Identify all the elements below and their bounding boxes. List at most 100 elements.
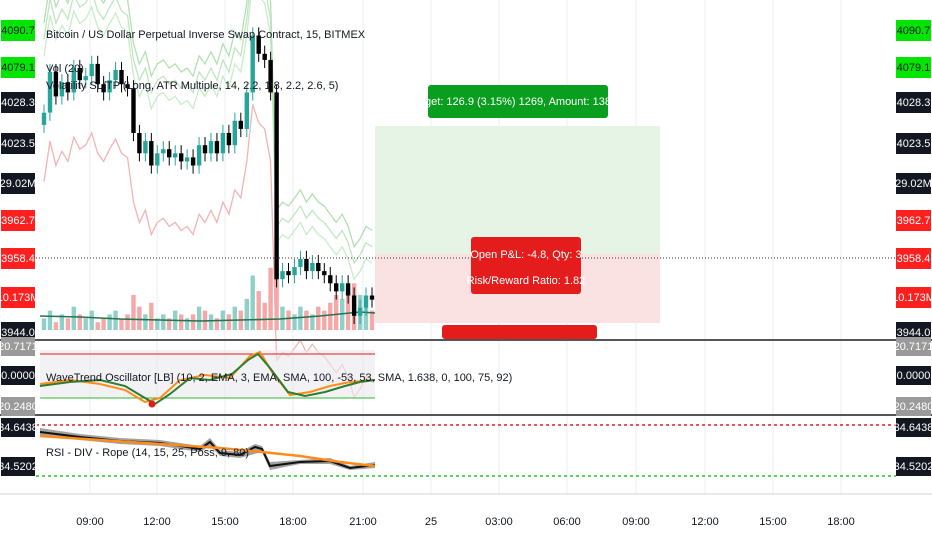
volume-bar-0 bbox=[41, 318, 47, 330]
candle-44 bbox=[304, 250, 309, 280]
volume-bar-3 bbox=[59, 314, 65, 330]
volume-bar-2 bbox=[53, 322, 59, 330]
volume-bar-11 bbox=[107, 314, 112, 330]
volume-bar-1 bbox=[47, 310, 53, 330]
candle-13 bbox=[119, 61, 124, 93]
candle-12 bbox=[113, 61, 118, 89]
volume-bar-34 bbox=[244, 298, 249, 330]
candle-19 bbox=[155, 145, 160, 174]
candle-46 bbox=[316, 254, 321, 280]
candle-0 bbox=[41, 104, 47, 133]
time-tick-9: 12:00 bbox=[691, 516, 719, 528]
volume-bar-8 bbox=[89, 310, 94, 330]
volume-bar-47 bbox=[322, 310, 327, 330]
time-tick-3: 18:00 bbox=[279, 516, 307, 528]
time-tick-0: 09:00 bbox=[76, 516, 104, 528]
wavetrend-right-tag-2: 20.2480 bbox=[894, 397, 932, 416]
candle-36 bbox=[256, 27, 261, 62]
volume-bar-42 bbox=[292, 314, 297, 330]
svg-text:0.0000: 0.0000 bbox=[1, 370, 35, 382]
volume-bar-46 bbox=[316, 306, 321, 330]
time-tick-10: 15:00 bbox=[759, 516, 787, 528]
time-tick-4: 21:00 bbox=[349, 516, 377, 528]
svg-text:3962.7: 3962.7 bbox=[897, 215, 931, 227]
svg-text:29.02M: 29.02M bbox=[895, 178, 932, 190]
risk-reward-label: Risk/Reward Ratio: 1.82 bbox=[467, 275, 586, 287]
candle-48 bbox=[328, 267, 333, 292]
svg-text:20.2480: 20.2480 bbox=[894, 401, 932, 413]
svg-text:10.173M: 10.173M bbox=[0, 292, 39, 304]
rsi-rope-band bbox=[40, 428, 375, 470]
svg-text:4079.1: 4079.1 bbox=[1, 62, 35, 74]
rsi-orange-line bbox=[39, 434, 376, 468]
right-price-tag-1: 4079.1 bbox=[896, 57, 931, 78]
target-box[interactable]: Target: 126.9 (3.15%) 1269, Amount: 1380… bbox=[410, 85, 626, 118]
right-price-tag-3: 4023.5 bbox=[896, 133, 931, 154]
volume-bar-38 bbox=[268, 267, 273, 330]
time-axis[interactable]: 09:00 12:00 15:00 18:00 21:00 25 03:00 06:00 09:… bbox=[76, 516, 855, 528]
candle-7 bbox=[83, 67, 88, 89]
candle-52 bbox=[351, 287, 357, 324]
candle-29 bbox=[214, 132, 220, 162]
rsi-right-tag-0: 34.6438 bbox=[894, 418, 932, 437]
svg-text:4023.5: 4023.5 bbox=[897, 138, 931, 150]
svg-text:4090.7: 4090.7 bbox=[1, 25, 35, 37]
left-price-axis: 4090.7 4079.1 4028.3 4023.5 29.02M 3962.7 3958… bbox=[0, 20, 39, 476]
candle-47 bbox=[322, 262, 327, 284]
wavetrend-right-tag-1: 0.0000 bbox=[896, 366, 931, 385]
volume-bar-4 bbox=[65, 318, 71, 330]
candle-20 bbox=[161, 141, 166, 162]
svg-text:4079.1: 4079.1 bbox=[897, 62, 931, 74]
candle-6 bbox=[77, 59, 82, 89]
rsi-label: RSI - DIV - Rope (14, 15, 25, Poss, 9, 8… bbox=[46, 447, 249, 459]
volume-bar-18 bbox=[149, 302, 154, 330]
candle-43 bbox=[298, 250, 303, 276]
volume-bar-49 bbox=[334, 295, 339, 330]
volume-bar-37 bbox=[262, 302, 267, 330]
candle-26 bbox=[196, 137, 202, 174]
candle-31 bbox=[226, 124, 232, 154]
svg-text:3958.4: 3958.4 bbox=[897, 253, 931, 265]
chart-title: Bitcoin / US Dollar Perpetual Inverse Sw… bbox=[46, 29, 366, 41]
candle-1 bbox=[47, 63, 53, 121]
left-price-tag-5: 3962.7 bbox=[1, 210, 35, 231]
volume-bar-26 bbox=[196, 306, 202, 330]
right-price-tag-7: 10.173M bbox=[892, 287, 932, 308]
svg-text:20.7171: 20.7171 bbox=[0, 341, 38, 353]
svg-text:34.5202: 34.5202 bbox=[0, 461, 38, 473]
volume-bar-14 bbox=[125, 314, 130, 330]
volume-bar-31 bbox=[226, 314, 232, 330]
volume-bar-16 bbox=[137, 306, 142, 330]
candle-30 bbox=[220, 124, 226, 162]
candles bbox=[41, 27, 375, 324]
volume-bar-6 bbox=[77, 314, 82, 330]
wavetrend-left-tag-1: 0.0000 bbox=[1, 366, 35, 385]
candle-23 bbox=[179, 145, 184, 170]
svg-text:20.7171: 20.7171 bbox=[894, 341, 932, 353]
candle-21 bbox=[167, 141, 172, 166]
candle-49 bbox=[334, 275, 339, 300]
volume-bar-36 bbox=[256, 291, 261, 330]
volume-bar-32 bbox=[232, 306, 237, 330]
volume-bar-23 bbox=[179, 314, 184, 330]
volume-bar-29 bbox=[214, 318, 220, 330]
left-price-tag-0: 4090.7 bbox=[1, 20, 35, 41]
candle-9 bbox=[95, 55, 100, 93]
volume-bar-43 bbox=[298, 306, 303, 330]
candle-53 bbox=[357, 299, 363, 324]
upper-band-1 bbox=[43, 0, 373, 265]
wavetrend-left-tag-0: 20.7171 bbox=[0, 337, 38, 356]
volume-bar-41 bbox=[286, 310, 291, 330]
rsi-pane: RSI - DIV - Rope (14, 15, 25, Poss, 9, 8… bbox=[36, 424, 896, 477]
volume-bar-51 bbox=[345, 291, 351, 330]
candle-27 bbox=[202, 137, 208, 162]
volume-label: Vol (20) bbox=[46, 63, 84, 75]
volume-bar-28 bbox=[208, 314, 214, 330]
left-price-tag-7: 10.173M bbox=[0, 287, 39, 308]
time-tick-11: 18:00 bbox=[827, 516, 855, 528]
open-pl-box[interactable]: Open P&L: -4.8, Qty: 3 Risk/Reward Ratio… bbox=[467, 237, 586, 294]
candle-18 bbox=[149, 132, 154, 174]
volume-bar-12 bbox=[113, 310, 118, 330]
